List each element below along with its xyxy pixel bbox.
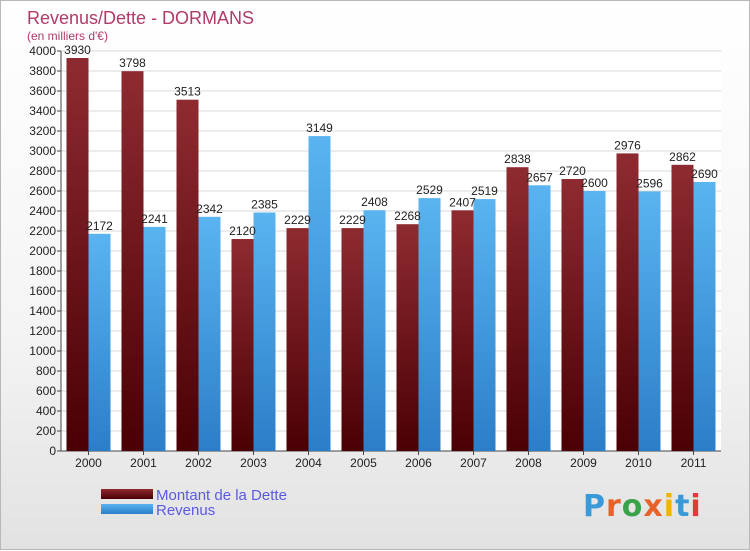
x-tick-label: 2002 — [185, 456, 212, 470]
debt-value-label: 2976 — [614, 138, 641, 152]
debt-value-label: 2268 — [394, 209, 421, 223]
revenue-bar — [418, 198, 441, 451]
debt-bar — [231, 239, 254, 451]
debt-value-label: 3513 — [174, 85, 201, 99]
revenue-bar — [363, 210, 386, 451]
x-tick-label: 2006 — [405, 456, 432, 470]
y-tick-label: 4000 — [29, 44, 56, 58]
y-tick-label: 1200 — [29, 324, 56, 338]
x-tick-label: 2009 — [570, 456, 597, 470]
debt-value-label: 2229 — [339, 213, 366, 227]
revenue-bar — [143, 226, 166, 451]
y-tick-label: 600 — [36, 384, 56, 398]
logo-letter: i — [690, 489, 702, 524]
y-tick-label: 1800 — [29, 264, 56, 278]
revenue-value-label: 2342 — [196, 202, 223, 216]
revenue-bar — [693, 182, 716, 451]
legend-label-debt: Montant de la Dette — [156, 487, 287, 504]
y-tick-label: 2400 — [29, 204, 56, 218]
debt-bar — [286, 228, 309, 451]
debt-value-label: 3798 — [119, 56, 146, 70]
revenue-bar — [583, 191, 606, 451]
y-tick-label: 1600 — [29, 284, 56, 298]
debt-value-label: 2120 — [229, 224, 256, 238]
proxiti-logo: Proxiti — [583, 489, 702, 524]
revenue-value-label: 2657 — [526, 170, 553, 184]
logo-letter: r — [606, 489, 622, 524]
revenue-value-label: 2172 — [86, 219, 113, 233]
y-tick-label: 3200 — [29, 124, 56, 138]
y-tick-label: 800 — [36, 364, 56, 378]
debt-bar — [176, 99, 199, 451]
revenue-bar — [638, 191, 661, 451]
chart-subtitle: (en milliers d'€) — [27, 29, 108, 43]
debt-bar — [341, 228, 364, 451]
x-tick-label: 2003 — [240, 456, 267, 470]
logo-letter: o — [621, 489, 644, 524]
debt-bar — [66, 58, 89, 451]
debt-bar — [616, 153, 639, 451]
chart-title: Revenus/Dette - DORMANS — [27, 8, 254, 28]
debt-value-label: 3930 — [64, 43, 91, 57]
revenue-value-label: 3149 — [306, 121, 333, 135]
y-tick-label: 2000 — [29, 244, 56, 258]
x-tick-label: 2010 — [625, 456, 652, 470]
y-tick-label: 3000 — [29, 144, 56, 158]
logo-letter: i — [663, 489, 676, 524]
revenue-bar — [308, 136, 331, 451]
logo-letter: P — [583, 489, 606, 524]
revenue-value-label: 2600 — [581, 176, 608, 190]
y-tick-label: 2800 — [29, 164, 56, 178]
x-tick-label: 2005 — [350, 456, 377, 470]
y-tick-label: 2200 — [29, 224, 56, 238]
y-tick-label: 200 — [36, 424, 56, 438]
revenue-value-label: 2385 — [251, 198, 278, 212]
debt-value-label: 2407 — [449, 195, 476, 209]
revenue-value-label: 2241 — [141, 212, 168, 226]
revenue-value-label: 2519 — [471, 184, 498, 198]
debt-value-label: 2838 — [504, 152, 531, 166]
debt-bar — [671, 164, 694, 452]
debt-value-label: 2862 — [669, 150, 696, 164]
revenue-bar — [473, 199, 496, 451]
revenue-bar — [88, 233, 111, 451]
y-tick-label: 1000 — [29, 344, 56, 358]
x-tick-label: 2004 — [295, 456, 322, 470]
debt-bar — [506, 167, 529, 451]
revenue-bar — [253, 212, 276, 451]
y-tick-label: 3400 — [29, 104, 56, 118]
x-tick-label: 2008 — [515, 456, 542, 470]
revenue-bar — [198, 216, 221, 451]
revenue-value-label: 2690 — [691, 167, 718, 181]
debt-bar — [121, 71, 144, 451]
y-tick-label: 3600 — [29, 84, 56, 98]
legend-label-revenue: Revenus — [156, 502, 215, 519]
x-tick-label: 2011 — [681, 456, 707, 470]
y-tick-label: 2600 — [29, 184, 56, 198]
y-tick-label: 1400 — [29, 304, 56, 318]
y-tick-label: 0 — [49, 444, 56, 458]
legend-swatch-revenue — [101, 504, 153, 514]
debt-bar — [396, 224, 419, 451]
x-tick-label: 2001 — [130, 456, 157, 470]
y-tick-label: 400 — [36, 404, 56, 418]
legend-swatch-debt — [101, 489, 153, 499]
x-tick-label: 2007 — [460, 456, 487, 470]
debt-bar — [561, 179, 584, 451]
debt-bar — [451, 210, 474, 451]
y-tick-label: 3800 — [29, 64, 56, 78]
debt-value-label: 2229 — [284, 213, 311, 227]
logo-letter: x — [643, 489, 664, 524]
x-tick-label: 2000 — [75, 456, 102, 470]
revenue-value-label: 2596 — [636, 176, 663, 190]
logo-letter: t — [675, 489, 691, 524]
revenue-value-label: 2408 — [361, 195, 388, 209]
debt-value-label: 2720 — [559, 164, 586, 178]
revenue-bar — [528, 185, 551, 452]
revenue-value-label: 2529 — [416, 183, 443, 197]
